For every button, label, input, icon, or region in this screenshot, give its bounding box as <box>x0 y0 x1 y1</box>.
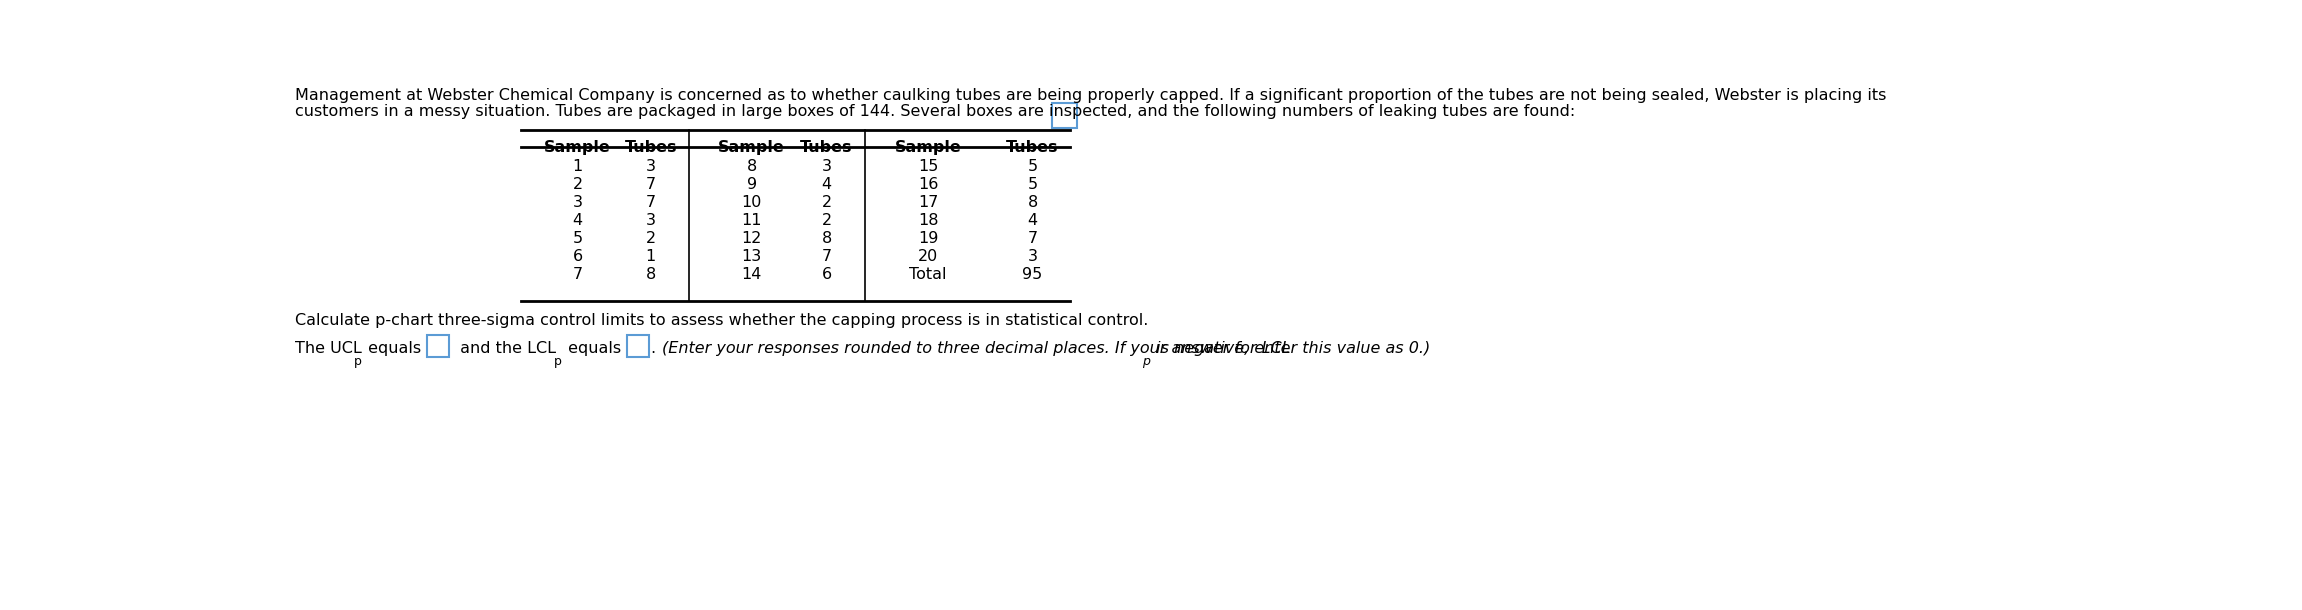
Text: is negative, enter this value as 0.): is negative, enter this value as 0.) <box>1151 341 1430 356</box>
Text: 9: 9 <box>746 178 757 193</box>
Text: Sample: Sample <box>718 140 785 155</box>
Text: 5: 5 <box>573 231 582 246</box>
Text: 17: 17 <box>918 195 939 210</box>
Text: 12: 12 <box>741 231 762 246</box>
Text: 7: 7 <box>822 249 831 264</box>
Text: 7: 7 <box>1027 231 1038 246</box>
Text: 8: 8 <box>822 231 831 246</box>
Text: Sample: Sample <box>543 140 610 155</box>
Text: customers in a messy situation. Tubes are packaged in large boxes of 144. Severa: customers in a messy situation. Tubes ar… <box>295 104 1575 119</box>
Text: 7: 7 <box>647 178 656 193</box>
Text: 3: 3 <box>647 213 656 228</box>
Text: The UCL: The UCL <box>295 341 361 356</box>
Text: 7: 7 <box>647 195 656 210</box>
Text: 1: 1 <box>645 249 656 264</box>
Text: 2: 2 <box>822 195 831 210</box>
Text: 3: 3 <box>1027 249 1038 264</box>
Text: 3: 3 <box>647 159 656 174</box>
Text: 20: 20 <box>918 249 939 264</box>
Text: Management at Webster Chemical Company is concerned as to whether caulking tubes: Management at Webster Chemical Company i… <box>295 88 1885 103</box>
Text: 2: 2 <box>822 213 831 228</box>
Text: 15: 15 <box>918 159 939 174</box>
Text: 8: 8 <box>746 159 757 174</box>
Text: 8: 8 <box>1027 195 1038 210</box>
Text: 4: 4 <box>573 213 582 228</box>
Text: 7: 7 <box>573 267 582 282</box>
Text: 5: 5 <box>1027 178 1038 193</box>
Text: 19: 19 <box>918 231 939 246</box>
Text: 10: 10 <box>741 195 762 210</box>
Text: and the LCL: and the LCL <box>456 341 555 356</box>
Text: 5: 5 <box>1027 159 1038 174</box>
Text: 6: 6 <box>822 267 831 282</box>
Text: 2: 2 <box>647 231 656 246</box>
Text: 2: 2 <box>573 178 582 193</box>
Text: 11: 11 <box>741 213 762 228</box>
Text: 1: 1 <box>573 159 582 174</box>
Text: 4: 4 <box>822 178 831 193</box>
Text: 13: 13 <box>741 249 762 264</box>
Text: 8: 8 <box>645 267 656 282</box>
Text: Total: Total <box>909 267 946 282</box>
Text: 16: 16 <box>918 178 939 193</box>
Text: 6: 6 <box>573 249 582 264</box>
Text: (Enter your responses rounded to three decimal places. If your answer for LCL: (Enter your responses rounded to three d… <box>663 341 1291 356</box>
Text: 18: 18 <box>918 213 939 228</box>
Text: equals: equals <box>364 341 426 356</box>
Text: 95: 95 <box>1022 267 1043 282</box>
Text: p: p <box>555 355 562 368</box>
Text: .: . <box>651 341 661 356</box>
Text: Tubes: Tubes <box>801 140 852 155</box>
Text: Sample: Sample <box>895 140 962 155</box>
Text: Tubes: Tubes <box>1006 140 1059 155</box>
Text: equals: equals <box>562 341 626 356</box>
Text: Calculate p-chart three-sigma control limits to assess whether the capping proce: Calculate p-chart three-sigma control li… <box>295 313 1149 328</box>
Text: 4: 4 <box>1027 213 1038 228</box>
Text: 3: 3 <box>573 195 582 210</box>
Text: p: p <box>355 355 361 368</box>
Text: 14: 14 <box>741 267 762 282</box>
Text: 3: 3 <box>822 159 831 174</box>
Text: p: p <box>1142 355 1149 368</box>
Text: Tubes: Tubes <box>624 140 677 155</box>
